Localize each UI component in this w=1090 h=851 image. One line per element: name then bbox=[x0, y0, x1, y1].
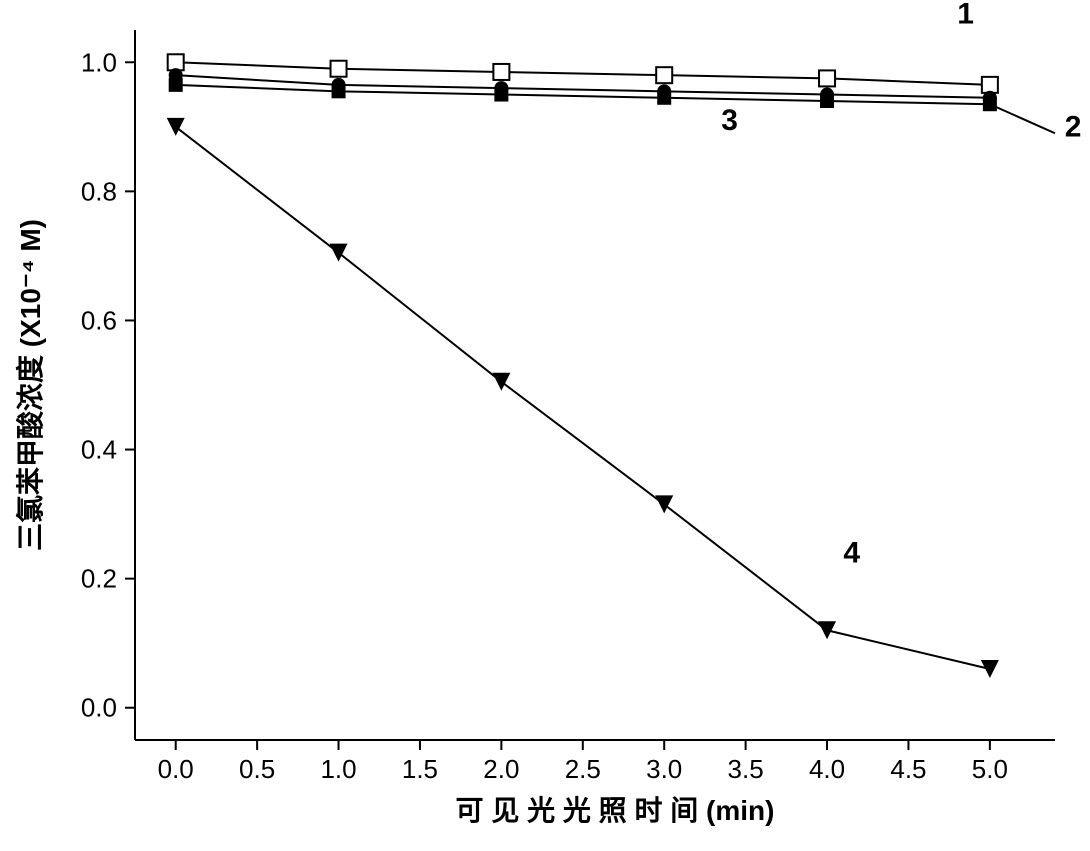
marker-filled-circle bbox=[332, 78, 346, 92]
marker-down-triangle bbox=[655, 495, 673, 513]
marker-open-square bbox=[819, 70, 835, 86]
y-tick-label: 0.0 bbox=[81, 693, 117, 723]
marker-open-square bbox=[168, 54, 184, 70]
x-tick-label: 2.5 bbox=[565, 754, 601, 784]
y-tick-label: 0.2 bbox=[81, 564, 117, 594]
marker-filled-circle bbox=[820, 88, 834, 102]
series-line-3 bbox=[176, 75, 990, 98]
series-label-2: 2 bbox=[1065, 111, 1082, 144]
marker-open-square bbox=[982, 77, 998, 93]
y-axis-title: 三氯苯甲酸浓度 (X10⁻⁴ M) bbox=[15, 219, 46, 551]
x-tick-label: 3.5 bbox=[728, 754, 764, 784]
series-label-1: 1 bbox=[957, 0, 974, 31]
chart-container: 0.0 0.5 1.0 1.5 2.0 2.5 3.0 3.5 4.0 4.5 5.0 0.0 0.2 0… bbox=[0, 0, 1090, 851]
marker-filled-circle bbox=[983, 91, 997, 105]
marker-open-square bbox=[493, 64, 509, 80]
x-tick-label: 0.0 bbox=[158, 754, 194, 784]
marker-down-triangle bbox=[167, 118, 185, 136]
y-tick-label: 0.8 bbox=[81, 176, 117, 206]
marker-down-triangle bbox=[981, 660, 999, 678]
marker-filled-circle bbox=[657, 84, 671, 98]
marker-down-triangle bbox=[330, 244, 348, 262]
y-tick-label: 0.4 bbox=[81, 435, 117, 465]
series-label-3: 3 bbox=[721, 104, 738, 137]
x-tick-label: 1.5 bbox=[402, 754, 438, 784]
chart-svg: 0.0 0.5 1.0 1.5 2.0 2.5 3.0 3.5 4.0 4.5 5.0 0.0 0.2 0… bbox=[0, 0, 1090, 851]
x-tick-label: 4.0 bbox=[809, 754, 845, 784]
x-tick-label: 4.5 bbox=[890, 754, 926, 784]
x-tick-label: 0.5 bbox=[239, 754, 275, 784]
y-tick-label: 0.6 bbox=[81, 305, 117, 335]
marker-down-triangle bbox=[818, 621, 836, 639]
x-tick-label: 1.0 bbox=[320, 754, 356, 784]
marker-down-triangle bbox=[492, 373, 510, 391]
x-tick-label: 3.0 bbox=[646, 754, 682, 784]
series-line-4 bbox=[176, 127, 990, 669]
marker-open-square bbox=[656, 67, 672, 83]
x-tick-label: 5.0 bbox=[972, 754, 1008, 784]
x-axis-title: 可 见 光 光 照 时 间 (min) bbox=[456, 795, 775, 826]
series-label-4: 4 bbox=[843, 537, 860, 570]
y-tick-label: 1.0 bbox=[81, 47, 117, 77]
x-tick-label: 2.0 bbox=[483, 754, 519, 784]
marker-filled-circle bbox=[494, 81, 508, 95]
marker-filled-circle bbox=[169, 68, 183, 82]
marker-open-square bbox=[331, 61, 347, 77]
series-line-2 bbox=[176, 85, 1055, 133]
